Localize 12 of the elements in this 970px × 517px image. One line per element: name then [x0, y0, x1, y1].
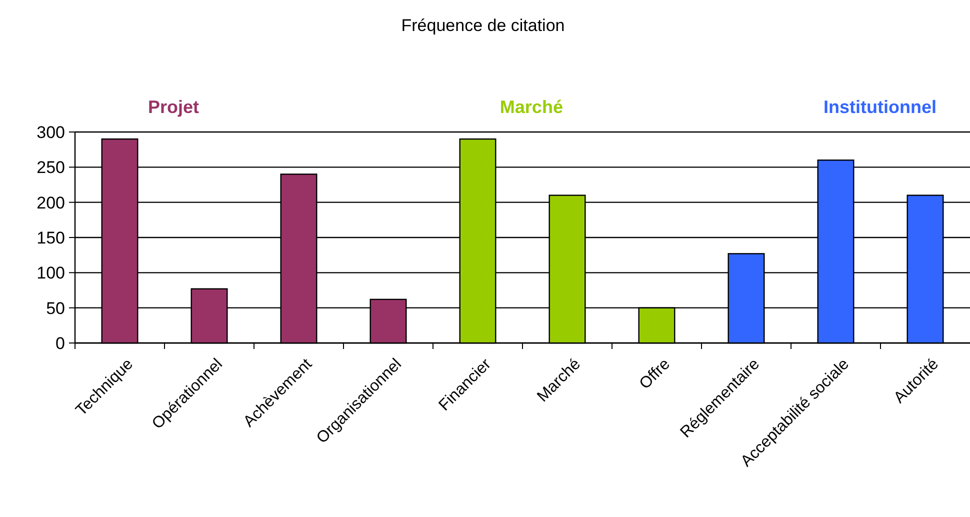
y-tick-label: 100	[36, 264, 65, 283]
text: Institutionnel	[824, 97, 936, 117]
x-tick-label: Offre	[636, 356, 674, 393]
chart-title: Fréquence de citation	[401, 16, 565, 35]
y-tick-label: 300	[36, 122, 65, 142]
text: Projet	[148, 97, 199, 117]
y-tick-label: 250	[36, 158, 65, 178]
y-tick-label: 50	[46, 298, 65, 318]
y-tick-label: 150	[36, 228, 65, 248]
y-tick-label: 0	[56, 334, 65, 353]
y-tick-label: 200	[36, 193, 65, 212]
text: Marché	[500, 97, 563, 117]
